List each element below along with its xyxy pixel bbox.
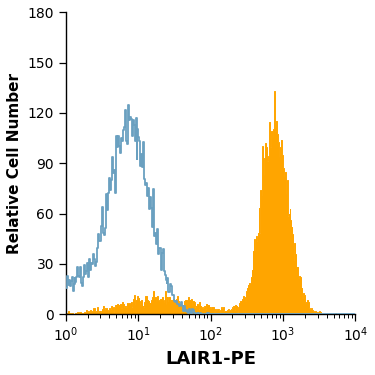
X-axis label: LAIR1-PE: LAIR1-PE <box>165 350 256 368</box>
Y-axis label: Relative Cell Number: Relative Cell Number <box>7 73 22 254</box>
